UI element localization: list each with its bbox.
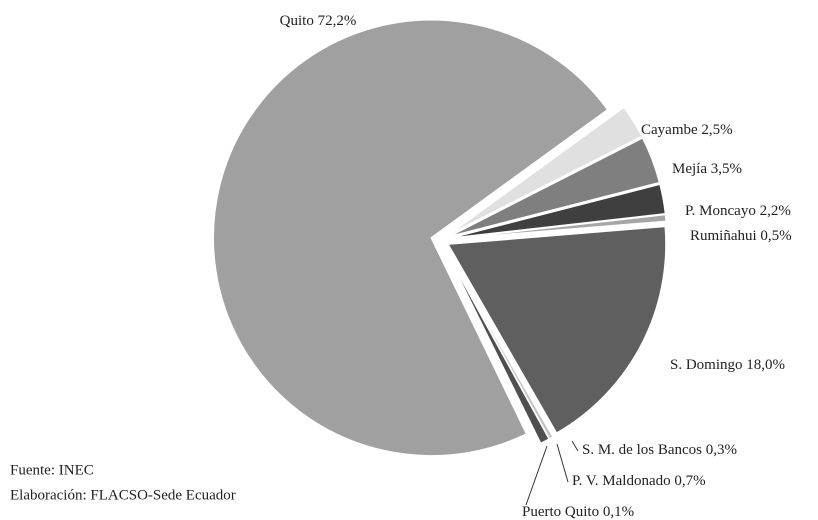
value-label: 0,1%: [603, 504, 634, 520]
category-label: Rumiñahui: [690, 228, 757, 244]
pie-slice: [448, 183, 667, 240]
category-label: Mejía: [672, 161, 707, 177]
category-label: P. V. Maldonado: [572, 473, 671, 489]
category-label: Puerto Quito: [522, 504, 599, 520]
source-note: Fuente: INEC: [10, 462, 94, 478]
category-label: Quito: [280, 13, 314, 29]
slice-label: P. V. Maldonado 0,7%: [572, 473, 706, 489]
pie-slice: [448, 213, 668, 240]
pie-slice: [212, 19, 609, 457]
value-label: 2,5%: [701, 122, 732, 138]
value-label: 0,3%: [706, 442, 737, 458]
value-label: 0,7%: [674, 473, 705, 489]
slice-label: Quito 72,2%: [280, 13, 357, 29]
category-label: S. Domingo: [670, 357, 743, 373]
slice-label: Cayambe 2,5%: [641, 122, 733, 138]
pie-slice: [447, 106, 643, 236]
value-label: 0,5%: [760, 228, 791, 244]
category-label: Cayambe: [641, 122, 698, 138]
value-label: 3,5%: [711, 161, 742, 177]
credit-note: Elaboración: FLACSO-Sede Ecuador: [10, 487, 236, 503]
pie-slice: [443, 247, 542, 446]
category-label: P. Moncayo: [685, 203, 756, 219]
value-label: 18,0%: [746, 357, 785, 373]
slice-label: S. M. de los Bancos 0,3%: [582, 442, 737, 458]
category-label: S. M. de los Bancos: [582, 442, 702, 458]
pie-slice: [446, 225, 667, 435]
value-label: 72,2%: [318, 13, 357, 29]
slice-label: P. Moncayo 2,2%: [685, 203, 791, 219]
slice-label: Mejía 3,5%: [672, 161, 742, 177]
leader-line: [571, 440, 579, 452]
slice-label: S. Domingo 18,0%: [670, 357, 785, 373]
leader-line: [556, 443, 569, 483]
slice-label: Rumiñahui 0,5%: [690, 228, 792, 244]
leader-line: [525, 445, 548, 506]
pie-slice: [448, 136, 661, 238]
value-label: 2,2%: [760, 203, 791, 219]
slice-label: Puerto Quito 0,1%: [522, 504, 634, 520]
